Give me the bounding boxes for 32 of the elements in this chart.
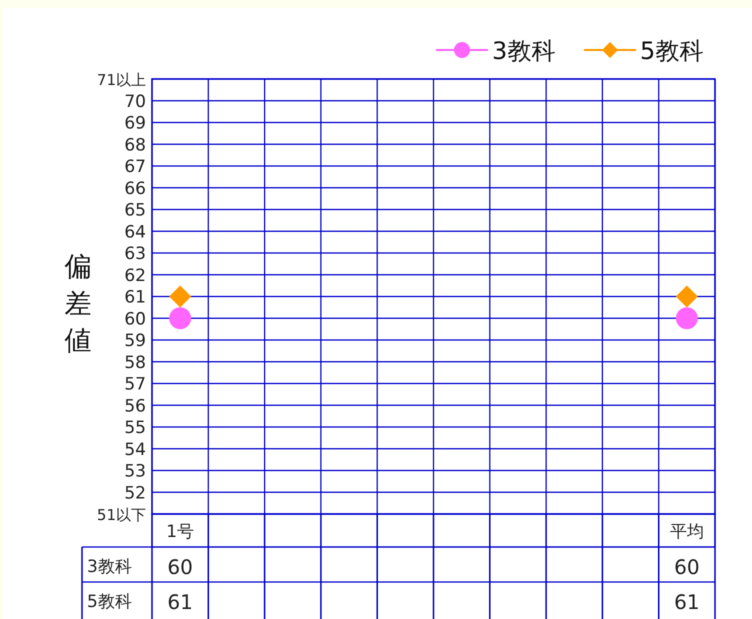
- y-tick-label: 69: [124, 114, 146, 134]
- x-tick-label: 1号: [166, 522, 194, 542]
- y-tick-label: 62: [124, 266, 146, 286]
- y-tick-label: 60: [124, 309, 146, 330]
- y-tick-label: 55: [124, 418, 146, 438]
- y-tick-label: 53: [124, 462, 146, 482]
- data-label: 61: [167, 590, 193, 614]
- y-tick-label: 65: [124, 200, 146, 220]
- y-tick-label: 59: [124, 331, 146, 351]
- y-tick-label: 61: [124, 288, 146, 308]
- y-tick-label: 58: [124, 352, 146, 373]
- text: 5教科: [87, 592, 132, 612]
- y-axis-title: 偏差値: [64, 252, 92, 356]
- legend-label: 5教科: [640, 37, 704, 65]
- y-tick-label: 57: [124, 374, 146, 394]
- y-tick-label: 66: [124, 178, 146, 199]
- y-tick-label: 63: [124, 244, 146, 264]
- legend-label: 3教科: [492, 37, 556, 65]
- data-label: 60: [674, 555, 700, 579]
- y-tick-label: 54: [124, 440, 146, 460]
- y-tick-label: 68: [124, 135, 146, 156]
- y-tick-label: 52: [124, 483, 146, 504]
- y-tick-label: 71以上: [96, 71, 146, 89]
- data-label: 61: [674, 590, 700, 614]
- y-tick-label: 51以下: [96, 506, 146, 524]
- data-label: 60: [167, 555, 193, 579]
- text: 3教科: [87, 557, 132, 577]
- y-tick-label: 70: [124, 92, 146, 112]
- y-tick-label: 64: [124, 222, 146, 242]
- y-tick-label: 56: [124, 396, 146, 416]
- x-tick-label: 平均: [670, 522, 704, 542]
- y-tick-label: 67: [124, 157, 146, 177]
